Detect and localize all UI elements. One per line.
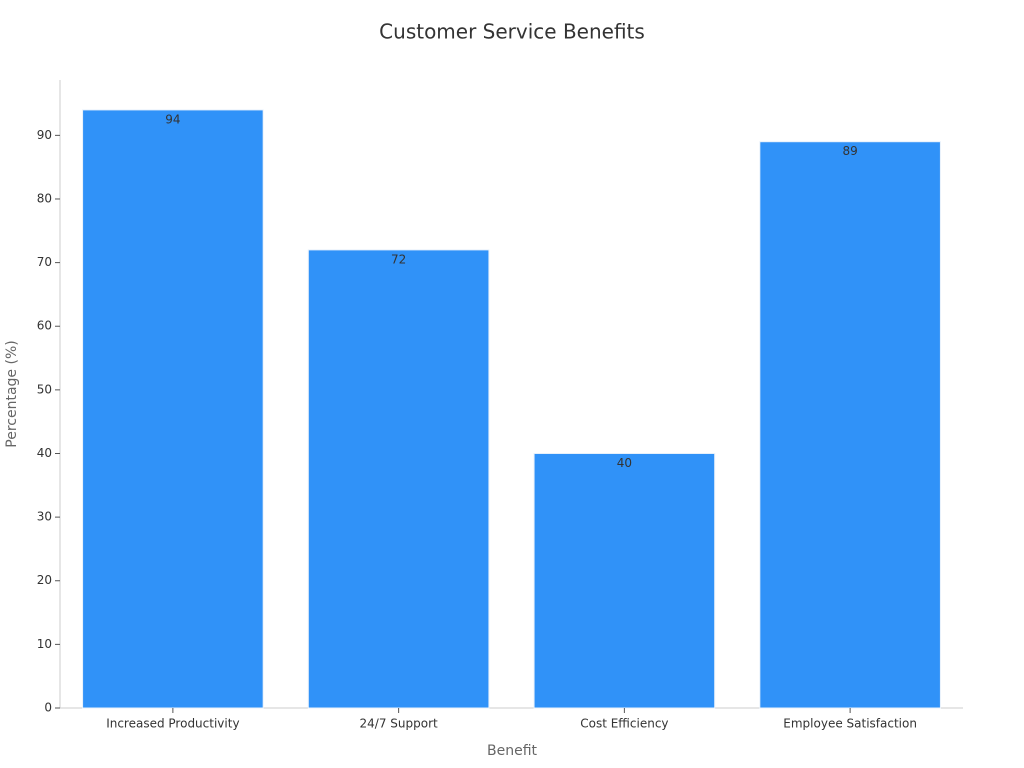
- data-label: 72: [391, 252, 406, 266]
- bar: [533, 452, 716, 709]
- bar: [82, 109, 264, 709]
- y-tick-label: 0: [44, 701, 52, 715]
- y-tick-label: 40: [37, 446, 52, 460]
- x-tick-label: 24/7 Support: [360, 717, 438, 731]
- bar: [759, 141, 941, 709]
- x-tick-label: Employee Satisfaction: [783, 717, 917, 731]
- data-label: 94: [165, 112, 180, 126]
- y-tick-label: 30: [37, 510, 52, 524]
- y-tick-label: 80: [37, 191, 52, 205]
- y-tick-label: 50: [37, 382, 52, 396]
- y-tick-label: 70: [37, 255, 52, 269]
- data-label: 89: [842, 144, 857, 158]
- y-tick-label: 20: [37, 573, 52, 587]
- x-tick-label: Cost Efficiency: [580, 717, 668, 731]
- y-tick-label: 60: [37, 319, 52, 333]
- bar: [307, 249, 490, 709]
- y-tick-label: 10: [37, 637, 52, 651]
- x-axis-label: Benefit: [487, 743, 538, 759]
- y-tick-label: 90: [37, 128, 52, 142]
- y-axis-label: Percentage (%): [4, 340, 20, 447]
- data-label: 40: [617, 456, 632, 470]
- x-tick-label: Increased Productivity: [106, 717, 239, 731]
- chart-title: Customer Service Benefits: [379, 20, 645, 44]
